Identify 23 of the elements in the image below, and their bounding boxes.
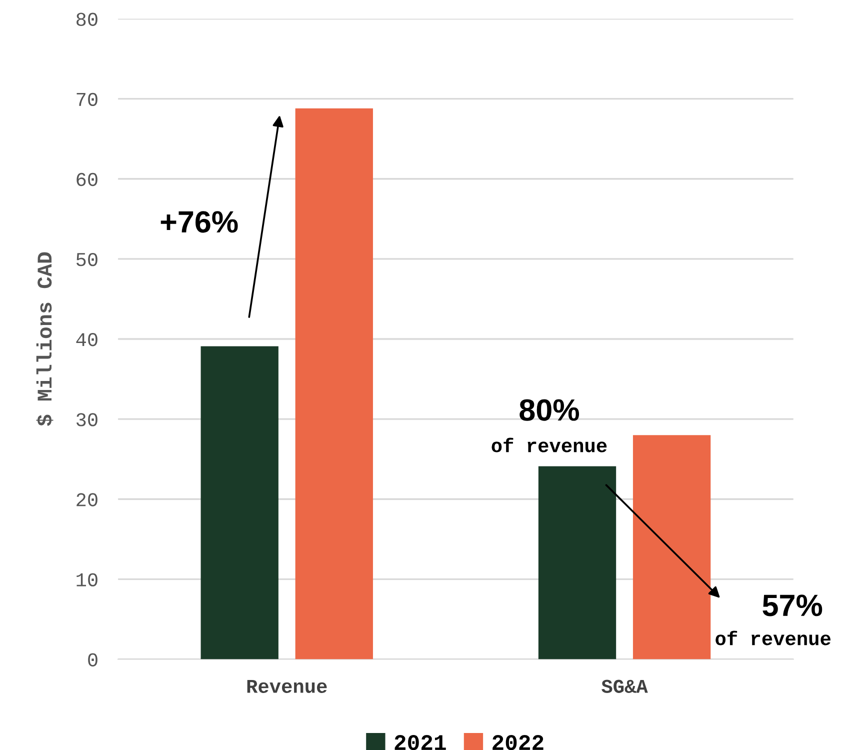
y-tick-label: 80 (76, 12, 98, 26)
y-tick-label: 50 (76, 252, 98, 266)
y-tick-label: 20 (76, 493, 98, 506)
y-axis-title: $ Millions CAD (36, 252, 54, 426)
y-tick-label: 0 (88, 653, 98, 666)
bar (200, 346, 278, 660)
annotation: of revenue (716, 630, 830, 646)
legend-label: 2021 (394, 735, 446, 750)
bar (295, 108, 373, 660)
legend-label: 2022 (492, 735, 544, 750)
y-tick-label: 30 (76, 413, 98, 426)
x-tick-label: SG&A (602, 680, 648, 693)
annotation: +76% (160, 211, 238, 233)
annotation: 57% (762, 594, 822, 616)
bar (632, 435, 711, 660)
x-tick-label: Revenue (247, 680, 327, 693)
y-tick-label: 40 (76, 333, 98, 346)
y-tick-label: 70 (76, 92, 98, 106)
y-tick-label: 10 (76, 573, 98, 586)
y-tick-label: 60 (76, 172, 98, 186)
annotation: 80% (520, 399, 580, 421)
bar (538, 466, 616, 660)
annotation: of revenue (492, 438, 607, 452)
